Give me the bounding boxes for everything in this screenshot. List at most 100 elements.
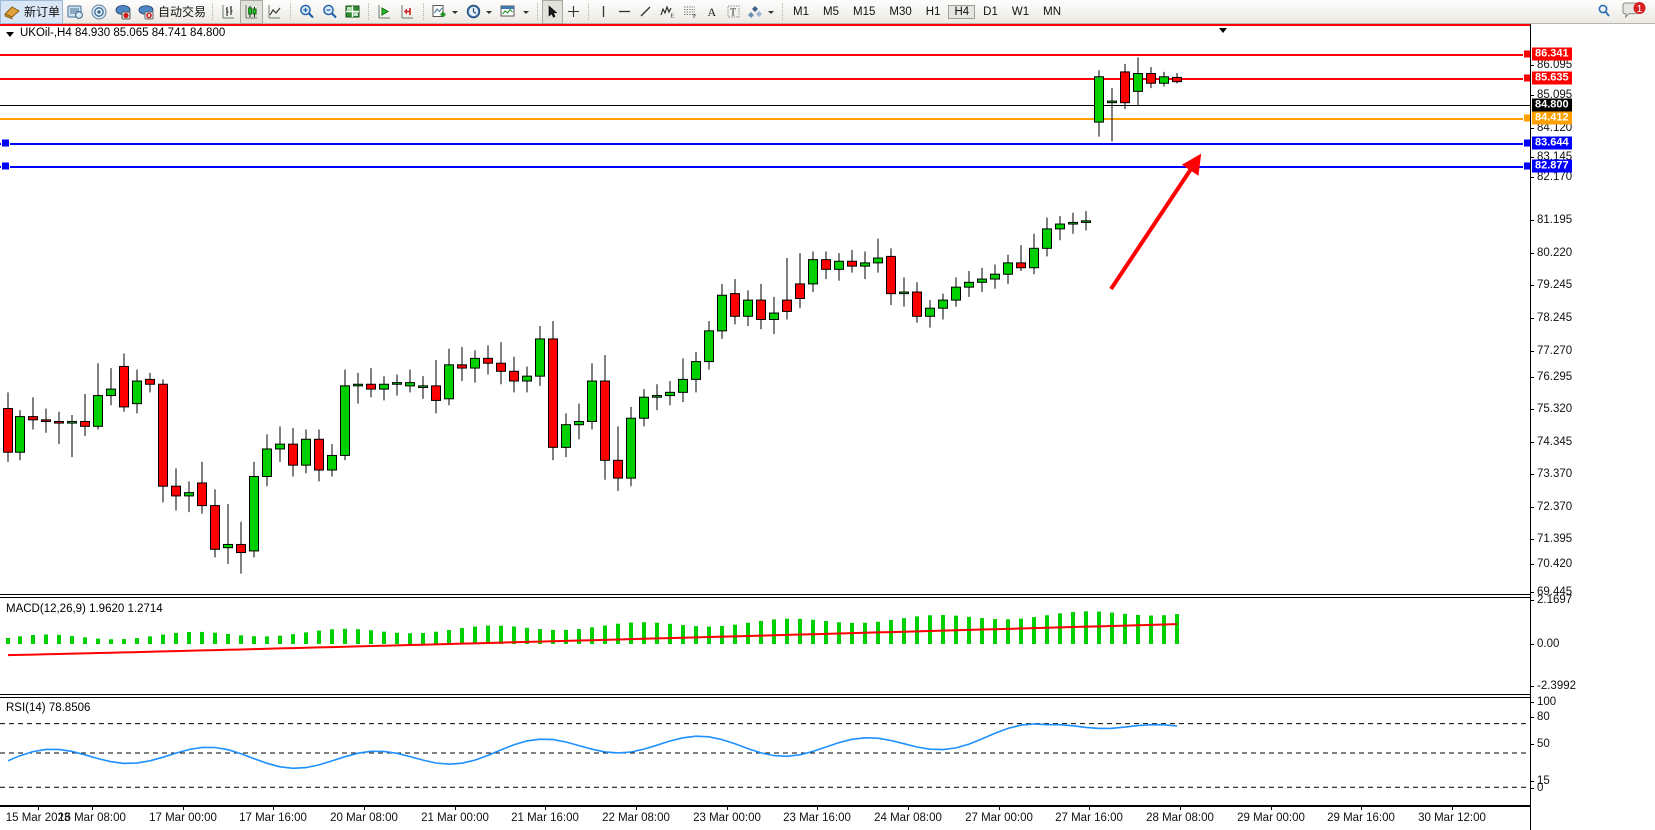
support-line-83644[interactable] <box>0 143 1530 145</box>
chevron-down-icon[interactable] <box>767 8 775 16</box>
rsi-tick: 0 <box>1531 782 1543 794</box>
elliott-wave-button[interactable]: E <box>656 1 679 23</box>
chevron-down-icon[interactable] <box>522 8 530 16</box>
horizontal-line-button[interactable] <box>614 1 635 23</box>
support-line-82877[interactable] <box>0 166 1530 168</box>
crosshair-button[interactable] <box>563 1 584 23</box>
time-label: 17 Mar 00:00 <box>149 812 217 824</box>
entry-handle-84412[interactable] <box>1523 113 1530 123</box>
text-label-button[interactable]: T <box>723 1 744 23</box>
fibonacci-button[interactable]: F <box>679 1 702 23</box>
timeframe-h4[interactable]: H4 <box>948 4 976 19</box>
time-tick <box>636 807 637 810</box>
price-level-tag-support[interactable]: 83.644 <box>1532 136 1572 150</box>
resistance-line-85635[interactable] <box>0 78 1530 80</box>
price-tick: 78.245 <box>1531 312 1572 324</box>
price-tick: 75.320 <box>1531 403 1572 415</box>
time-label: 21 Mar 00:00 <box>421 812 489 824</box>
templates-dropdown-button[interactable] <box>519 1 533 23</box>
zoom-in-button[interactable] <box>295 1 318 23</box>
indicators-button[interactable] <box>428 1 462 23</box>
timeframe-m5[interactable]: M5 <box>823 5 839 18</box>
shapes-button[interactable] <box>744 1 778 23</box>
timeframe-h1[interactable]: H1 <box>925 5 941 18</box>
candlestick-chart-button[interactable] <box>240 0 264 24</box>
data-window-button[interactable] <box>111 1 135 23</box>
cursor-button[interactable] <box>542 0 564 24</box>
price-tick: 70.420 <box>1531 558 1572 570</box>
grid-button[interactable] <box>341 1 364 23</box>
time-tick <box>183 807 184 810</box>
timeframe-m15[interactable]: M15 <box>853 5 876 18</box>
chart-area[interactable]: UKOil-,H4 84.930 85.065 84.741 84.800 <box>0 24 1655 830</box>
notification-icon[interactable]: 1 <box>1621 1 1647 22</box>
price-tick: 84.120 <box>1531 122 1572 134</box>
support-handle-83644[interactable] <box>1523 138 1530 148</box>
scroll-start-button[interactable] <box>373 1 396 23</box>
time-label: 28 Mar 08:00 <box>1146 812 1214 824</box>
time-tick <box>1361 807 1362 810</box>
text-button[interactable]: A <box>702 1 723 23</box>
rsi-tick: 15 <box>1531 775 1550 787</box>
chevron-down-icon[interactable] <box>451 8 459 16</box>
projection-arrow[interactable] <box>1095 149 1225 299</box>
price-plot[interactable]: UKOil-,H4 84.930 85.065 84.741 84.800 <box>0 24 1530 830</box>
chart-detach-icon[interactable] <box>1218 26 1228 35</box>
search-icon[interactable] <box>1596 3 1613 20</box>
text-label-icon: T <box>726 4 741 19</box>
time-tick <box>455 807 456 810</box>
entry-line-84412[interactable] <box>0 118 1530 120</box>
data-window-icon <box>114 3 132 21</box>
support-handle-left-82877[interactable] <box>1 161 10 171</box>
periods-button[interactable] <box>462 1 496 23</box>
support-handle-left-83644[interactable] <box>1 138 10 148</box>
timeframe-m1[interactable]: M1 <box>793 5 810 18</box>
resistance-handle-86341[interactable] <box>1523 49 1530 59</box>
price-tick: 86.095 <box>1531 59 1572 71</box>
macd-tick: -2.3992 <box>1531 680 1576 692</box>
price-tick: 81.195 <box>1531 214 1572 226</box>
rsi-label: RSI(14) 78.8506 <box>6 702 91 714</box>
price-tick: 71.395 <box>1531 533 1572 545</box>
timeframe-d1[interactable]: D1 <box>983 5 998 18</box>
resistance-line-86341[interactable] <box>0 54 1530 56</box>
price-tick: 72.370 <box>1531 501 1572 513</box>
trendline-button[interactable] <box>635 1 656 23</box>
fibonacci-icon: F <box>682 4 699 19</box>
templates-button[interactable] <box>496 1 519 23</box>
resistance-handle-85635[interactable] <box>1523 73 1530 83</box>
time-label: 27 Mar 16:00 <box>1055 812 1123 824</box>
new-order-button[interactable]: 新订单 <box>0 0 64 24</box>
signals-button[interactable] <box>87 1 111 23</box>
text-icon: A <box>705 4 720 19</box>
price-level-tag-resistance[interactable]: 85.635 <box>1532 71 1572 85</box>
price-tick: 77.270 <box>1531 345 1572 357</box>
price-level-tag-price[interactable]: 84.800 <box>1532 98 1572 112</box>
price-level-tag-entry[interactable]: 84.412 <box>1532 111 1572 125</box>
scroll-end-button[interactable] <box>396 1 419 23</box>
time-label: 20 Mar 08:00 <box>330 812 398 824</box>
time-tick <box>545 807 546 810</box>
expert-advisors-button[interactable] <box>63 1 87 23</box>
autotrading-button[interactable]: 自动交易 <box>135 1 208 23</box>
price-level-tag-support[interactable]: 82.877 <box>1532 159 1572 173</box>
svg-text:E: E <box>671 14 675 20</box>
chevron-down-icon[interactable] <box>485 8 493 16</box>
rsi-panel-divider-2 <box>0 697 1530 698</box>
candlestick-series <box>3 57 1182 574</box>
chart-top-border <box>0 24 1530 26</box>
vertical-line-button[interactable] <box>593 1 614 23</box>
bar-chart-button[interactable] <box>217 1 240 23</box>
timeframe-mn[interactable]: MN <box>1043 5 1061 18</box>
chart-collapse-icon[interactable] <box>5 29 15 39</box>
price-scale[interactable]: 86.095 85.095 84.120 83.145 82.170 81.195 80.2… <box>1530 24 1655 830</box>
macd-panel-top-divider <box>0 594 1530 595</box>
zoom-out-button[interactable] <box>318 1 341 23</box>
line-chart-icon <box>266 3 283 20</box>
support-handle-82877[interactable] <box>1523 161 1530 171</box>
price-level-tag-resistance[interactable]: 86.341 <box>1532 47 1572 61</box>
line-chart-button[interactable] <box>263 1 286 23</box>
timeframe-w1[interactable]: W1 <box>1011 5 1030 18</box>
timeframe-m30[interactable]: M30 <box>889 5 912 18</box>
time-tick <box>1089 807 1090 810</box>
